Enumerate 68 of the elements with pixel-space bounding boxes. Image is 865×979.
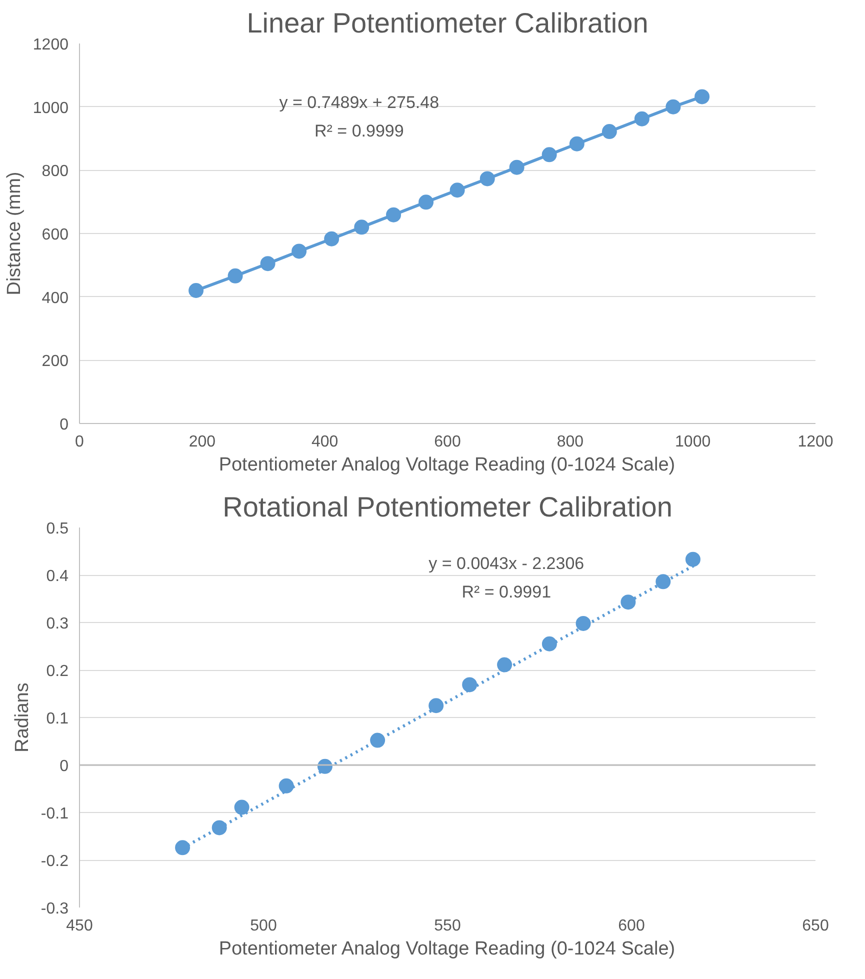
y-tick-label: 0.5 [46, 520, 69, 538]
point [212, 820, 227, 836]
point [292, 244, 307, 259]
y-axis-title: Radians [12, 682, 33, 752]
point [428, 698, 444, 714]
chart-title: Rotational Potentiometer Calibration [222, 492, 672, 522]
point [509, 160, 524, 175]
point [418, 194, 434, 210]
point [685, 552, 700, 567]
y-tick-label: 600 [42, 226, 69, 244]
point [462, 677, 478, 692]
point [450, 182, 465, 198]
y-tick-label: -0.2 [40, 853, 69, 870]
point [278, 778, 294, 794]
point [666, 99, 681, 114]
point [324, 231, 340, 246]
point [234, 800, 250, 815]
x-tick-label: 650 [802, 918, 829, 934]
point [260, 256, 276, 272]
y-tick-label: 400 [42, 290, 69, 307]
annotation: R² = 0.9999 [314, 121, 404, 140]
point [576, 616, 591, 631]
point [386, 207, 402, 222]
y-tick-label: 1000 [32, 100, 69, 117]
x-axis-title: Potentiometer Analog Voltage Reading (0-1024 Scale) [218, 454, 676, 476]
x-tick-label: 600 [434, 434, 461, 450]
x-tick-label: 0 [75, 434, 84, 450]
x-tick-label: 400 [311, 434, 338, 450]
point [656, 574, 671, 590]
y-tick-label: 0.4 [46, 568, 69, 585]
point [542, 147, 557, 162]
y-tick-label: -0.3 [40, 900, 69, 918]
point [620, 594, 636, 610]
y-tick-label: 0.1 [46, 710, 69, 728]
x-tick-label: 500 [250, 918, 277, 934]
annotation: y = 0.0043x - 2.2306 [428, 554, 584, 574]
point [188, 283, 204, 298]
point [694, 89, 710, 104]
x-tick-label: 600 [618, 918, 645, 934]
y-axis-title: Distance (mm) [4, 172, 25, 296]
annotation: R² = 0.9991 [462, 582, 552, 602]
x-axis-title: Potentiometer Analog Voltage Reading (0-1024 Scale) [218, 938, 676, 960]
point [175, 840, 190, 856]
x-tick-label: 450 [66, 918, 93, 934]
chart-title: Linear Potentiometer Calibration [246, 8, 648, 38]
point [602, 124, 617, 140]
point [542, 636, 557, 652]
y-tick-label: 0.2 [46, 663, 69, 680]
point [634, 111, 650, 126]
y-tick-label: 0 [60, 758, 69, 775]
point [354, 220, 370, 235]
point [569, 136, 584, 152]
point [228, 268, 243, 284]
x-tick-label: 200 [188, 434, 216, 450]
y-tick-label: 0.3 [46, 616, 69, 632]
point [370, 732, 386, 748]
y-tick-label: 800 [42, 163, 69, 180]
x-tick-label: 550 [434, 918, 461, 934]
y-tick-label: 1200 [32, 36, 69, 54]
annotation: y = 0.7489x + 275.48 [279, 92, 440, 112]
x-tick-label: 800 [556, 434, 584, 450]
y-tick-label: 200 [42, 353, 69, 370]
point [497, 657, 512, 672]
point [480, 171, 495, 186]
x-tick-label: 1200 [798, 434, 834, 450]
y-tick-label: 0 [60, 416, 69, 434]
x-tick-label: 1000 [675, 434, 711, 450]
y-tick-label: -0.1 [40, 806, 69, 822]
